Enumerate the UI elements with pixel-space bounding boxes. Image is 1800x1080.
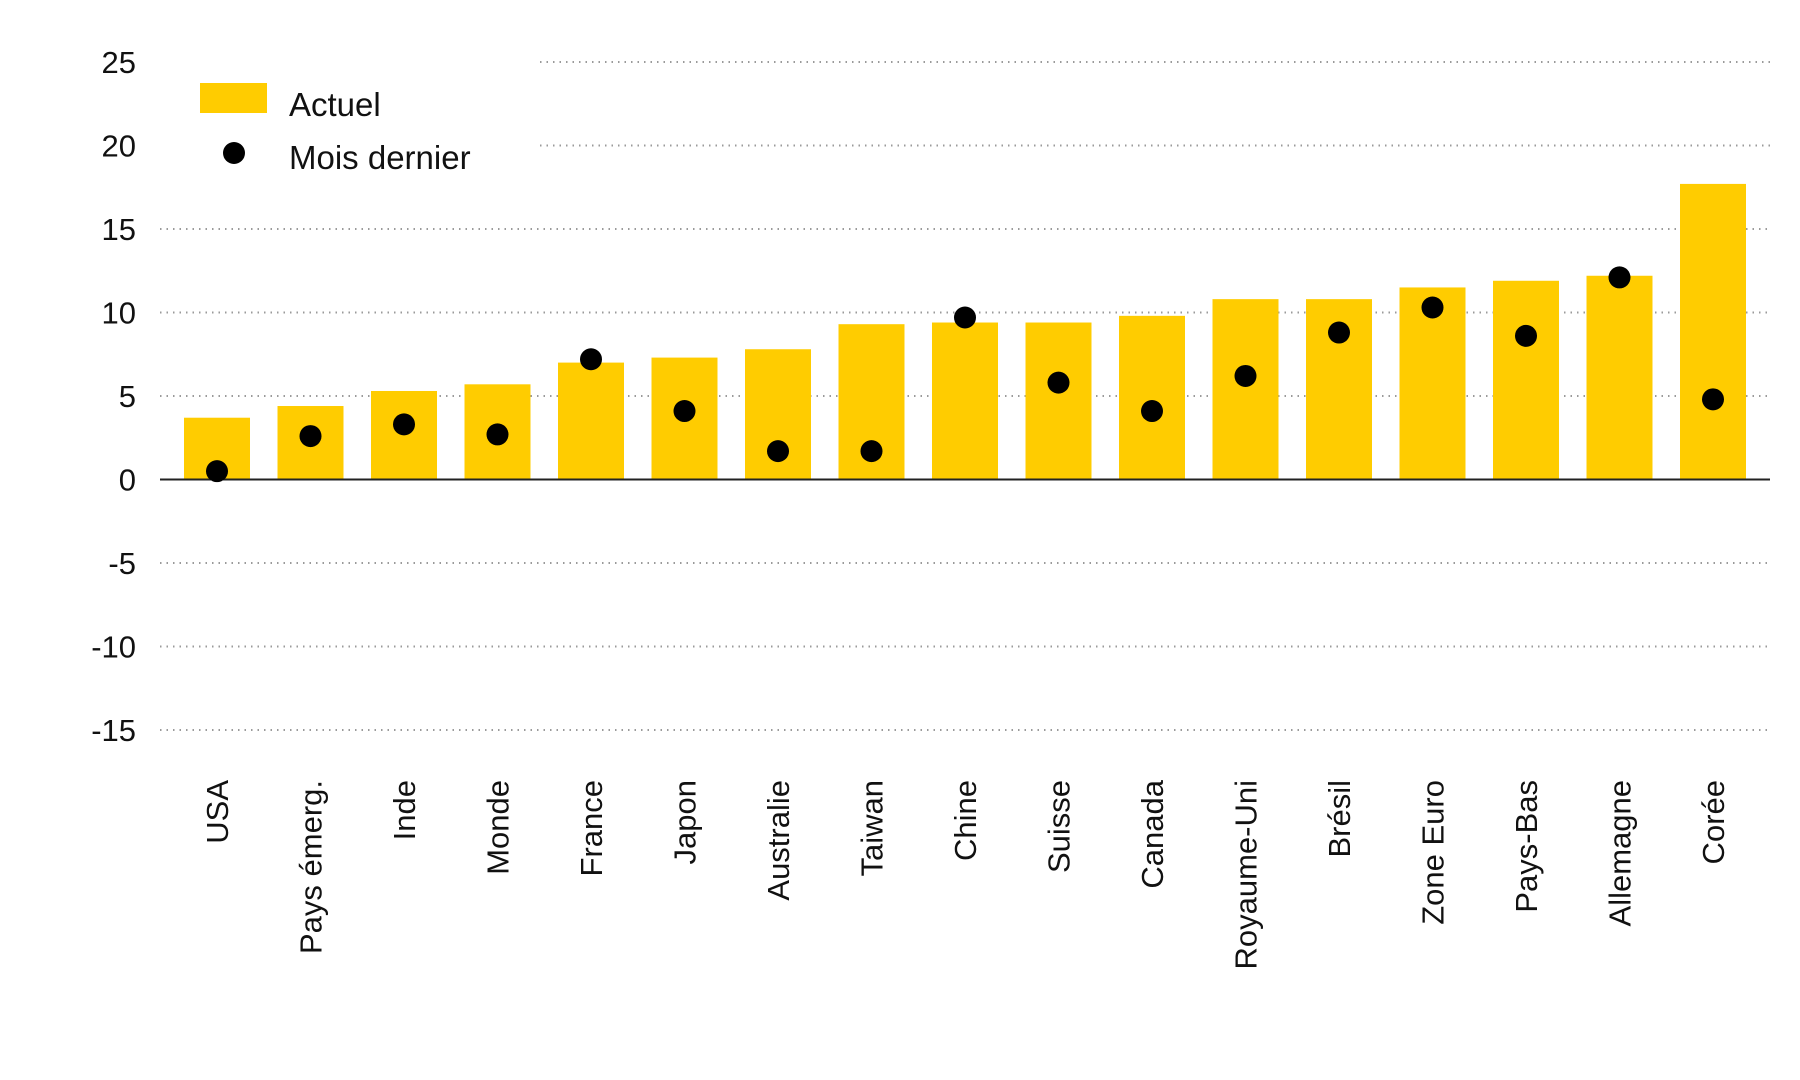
marker-royaume-uni xyxy=(1234,364,1257,387)
y-axis-ticks: 25 20 15 10 5 0 -5 -10 -15 xyxy=(91,45,136,748)
x-category-label: Chine xyxy=(948,780,983,861)
marker-pays-bas xyxy=(1515,324,1537,347)
marker-cor-e xyxy=(1702,388,1724,411)
x-category-label: Monde xyxy=(481,780,516,875)
x-category-label: Allemagne xyxy=(1603,780,1638,926)
bar-france xyxy=(558,362,624,480)
marker-australie xyxy=(767,440,789,463)
y-tick-label: 0 xyxy=(119,463,136,498)
x-category-label: Pays émerg. xyxy=(294,780,329,954)
bars-series-actuel xyxy=(184,183,1746,480)
y-tick-label: 15 xyxy=(102,212,136,247)
marker-france xyxy=(580,348,602,371)
marker-suisse xyxy=(1047,371,1070,394)
bar-chine xyxy=(932,322,998,480)
marker-inde xyxy=(393,413,415,436)
x-category-label: Brésil xyxy=(1322,780,1357,858)
marker-usa xyxy=(206,460,228,483)
x-category-label: Taiwan xyxy=(855,780,890,877)
legend-swatch-actuel xyxy=(200,83,267,113)
x-category-label: Australie xyxy=(761,780,796,901)
x-category-label: Pays-Bas xyxy=(1509,780,1544,913)
bar-allemagne xyxy=(1586,275,1653,480)
x-category-label: Inde xyxy=(387,780,422,840)
y-tick-label: 20 xyxy=(102,129,136,164)
marker-japon xyxy=(673,400,696,423)
legend-marker-mois-dernier xyxy=(223,142,245,164)
bar-cor-e xyxy=(1680,183,1746,480)
x-category-label: France xyxy=(574,780,609,876)
markers-series-mois-dernier xyxy=(206,266,1724,483)
marker-zone-euro xyxy=(1421,296,1444,319)
bar-zone-euro xyxy=(1399,287,1466,480)
bar-suisse xyxy=(1025,322,1092,480)
marker-chine xyxy=(954,306,976,329)
legend-label-actuel: Actuel xyxy=(289,86,381,123)
x-category-label: Royaume-Uni xyxy=(1229,780,1264,970)
marker-br-sil xyxy=(1328,321,1350,344)
bar-canada xyxy=(1119,315,1185,480)
legend: Actuel Mois dernier xyxy=(200,83,471,176)
bar-pays-bas xyxy=(1493,280,1559,480)
x-category-label: Suisse xyxy=(1042,780,1077,873)
marker-canada xyxy=(1141,400,1163,423)
x-category-label: Zone Euro xyxy=(1416,780,1451,925)
y-tick-label: 25 xyxy=(102,45,136,80)
marker-allemagne xyxy=(1608,266,1631,289)
marker-monde xyxy=(486,423,509,446)
y-tick-label: -15 xyxy=(91,713,136,748)
marker-taiwan xyxy=(860,440,883,463)
x-category-label: USA xyxy=(200,780,235,844)
y-tick-label: -5 xyxy=(108,546,136,581)
marker-pays-merg- xyxy=(299,425,322,448)
y-tick-label: 10 xyxy=(102,296,136,331)
x-category-label: Japon xyxy=(668,780,703,864)
y-tick-label: -10 xyxy=(91,630,136,665)
y-tick-label: 5 xyxy=(119,379,136,414)
legend-label-mois-dernier: Mois dernier xyxy=(289,139,471,176)
x-axis-category-labels: USA Pays émerg. Inde Monde France Japon Austra… xyxy=(200,779,1731,969)
x-category-label: Canada xyxy=(1135,779,1170,888)
bar-royaume-uni xyxy=(1212,299,1279,480)
x-category-label: Corée xyxy=(1696,780,1731,864)
